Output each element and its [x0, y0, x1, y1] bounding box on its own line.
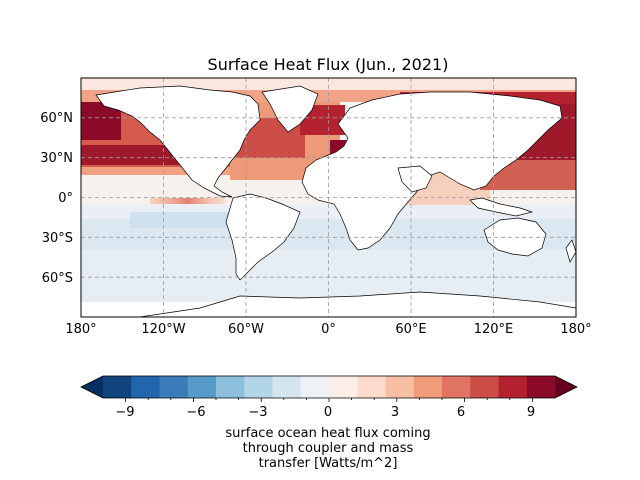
lon-tick-labels: 180° 120°W 60°W 0° 60°E 120°E 180°: [65, 322, 591, 337]
equatorial-warm-tongue: [150, 198, 225, 204]
colorbar-bin: [216, 376, 245, 398]
map-frame: [80, 77, 577, 318]
colorbar-bin: [244, 376, 273, 398]
colorbar-tick-label: 0: [324, 405, 332, 420]
colorbar-bin: [526, 376, 556, 398]
lon-tick-label: 120°E: [474, 322, 514, 337]
colorbar-label-line: through coupler and mass: [243, 441, 414, 456]
colorbar-bin: [272, 376, 302, 398]
lat-tick-label: 0°: [58, 191, 73, 206]
lat-tick-label: 30°S: [42, 231, 73, 246]
colorbar-extend-max: [555, 376, 577, 398]
colorbar-tick-label: 9: [527, 405, 535, 420]
greenland: [261, 85, 319, 133]
colorbar-label-line: transfer [Watts/m^2]: [259, 456, 398, 471]
colorbar-tick-label: −3: [248, 405, 267, 420]
north-america: [95, 85, 261, 198]
colorbar-bin: [159, 376, 189, 398]
colorbar-label: surface ocean heat flux coming through c…: [225, 426, 430, 471]
maritime-continent: [469, 197, 534, 217]
arabia: [397, 165, 433, 193]
lat-tick-labels: 60°N 30°N 0° 30°S 60°S: [40, 111, 73, 286]
colorbar-bin: [442, 376, 471, 398]
lat-tick-label: 30°N: [40, 151, 73, 166]
gridlines: [81, 78, 576, 317]
colorbar-bin: [357, 376, 386, 398]
lon-tick-label: 60°E: [395, 322, 426, 337]
land-masses: [95, 85, 576, 317]
colorbar-bin: [498, 376, 528, 398]
colorbar-bin: [300, 376, 330, 398]
colorbar: [80, 375, 578, 402]
antarctica: [139, 291, 576, 317]
lon-tick-label: 180°: [65, 322, 96, 337]
map-panel: [81, 78, 576, 317]
lat-tick-label: 60°S: [42, 271, 73, 286]
colorbar-tick-label: 6: [457, 405, 465, 420]
colorbar-bin: [103, 376, 132, 398]
colorbar-tick-label: −6: [186, 405, 205, 420]
map-title: Surface Heat Flux (Jun., 2021): [208, 55, 449, 74]
new-zealand: [565, 239, 576, 263]
lat-tick-label: 60°N: [40, 111, 73, 126]
lon-tick-label: 180°: [560, 322, 591, 337]
colorbar-outline: [80, 375, 578, 399]
colorbar-label-line: surface ocean heat flux coming: [225, 426, 430, 441]
colorbar-bin: [470, 376, 499, 398]
colorbar-tick-label: −9: [115, 405, 134, 420]
colorbar-bin: [131, 376, 160, 398]
colorbar-bin: [329, 376, 358, 398]
lon-tick-label: 120°W: [141, 322, 185, 337]
colorbar-bin: [187, 376, 217, 398]
colorbar-bin: [413, 376, 443, 398]
colorbar-extend-min: [81, 376, 103, 398]
lon-tick-label: 60°W: [228, 322, 264, 337]
colorbar-bin: [385, 376, 415, 398]
colorbar-tick-labels: −9 −6 −3 0 3 6 9: [115, 405, 535, 420]
colorbar-tick-label: 3: [391, 405, 399, 420]
lon-tick-label: 0°: [321, 322, 336, 337]
